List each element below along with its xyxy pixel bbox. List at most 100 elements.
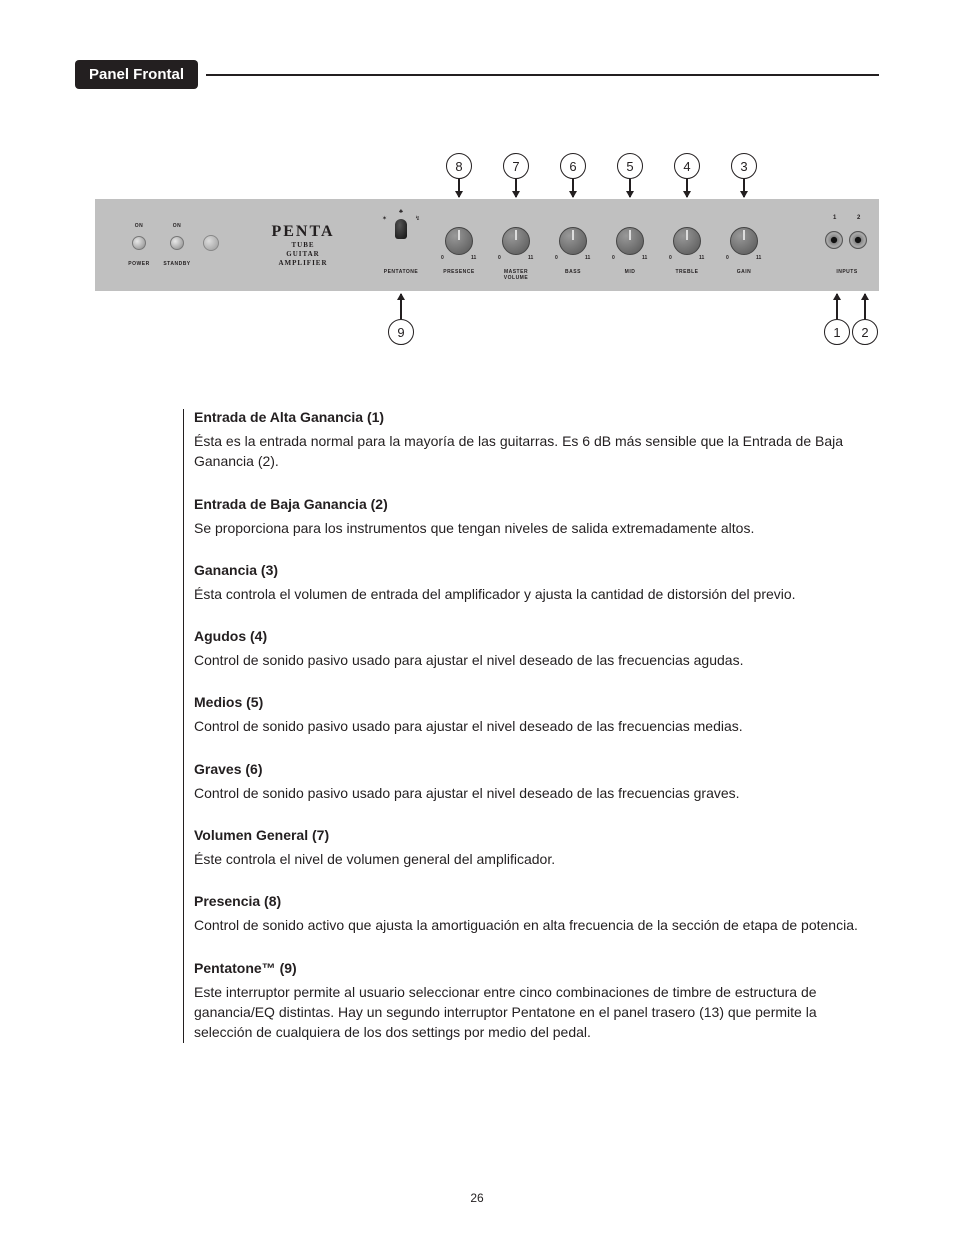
jack-number-1: 1 <box>833 215 836 221</box>
knob-bass <box>559 227 587 255</box>
brand-name: PENTA <box>243 223 363 241</box>
description-title: Presencia (8) <box>194 893 869 909</box>
description-item: Volumen General (7) Éste controla el nive… <box>194 827 869 869</box>
knob-min: 0 <box>498 255 501 261</box>
knob-label: BASS <box>543 269 603 275</box>
description-body: Éste controla el nivel de volumen genera… <box>194 849 869 869</box>
toggle-body <box>132 236 146 250</box>
indicator-lamp <box>203 235 219 251</box>
knob-min: 0 <box>726 255 729 261</box>
description-item: Entrada de Baja Ganancia (2) Se proporcio… <box>194 496 869 538</box>
arrow-6 <box>572 179 574 197</box>
callout-8: 8 <box>446 153 472 179</box>
knob-label: TREBLE <box>657 269 717 275</box>
arrow-8 <box>458 179 460 197</box>
toggle-label-standby: STANDBY <box>157 261 197 267</box>
arrow-2 <box>864 294 866 319</box>
callout-1: 1 <box>824 319 850 345</box>
description-body: Ésta controla el volumen de entrada del … <box>194 584 869 604</box>
knob-max: 11 <box>699 255 704 261</box>
description-item: Presencia (8) Control de sonido activo qu… <box>194 893 869 935</box>
section-title: Panel Frontal <box>75 60 198 89</box>
pentatone-label: PENTATONE <box>371 269 431 275</box>
selector-knob <box>395 219 407 239</box>
input-jack-2 <box>849 231 867 249</box>
description-title: Volumen General (7) <box>194 827 869 843</box>
description-item: Medios (5) Control de sonido pasivo usado… <box>194 694 869 736</box>
arrow-1 <box>836 294 838 319</box>
toggle-label-power: POWER <box>119 261 159 267</box>
knob-treble <box>673 227 701 255</box>
descriptions-list: Entrada de Alta Ganancia (1) Ésta es la e… <box>183 409 869 1043</box>
knob-max: 11 <box>471 255 476 261</box>
callout-2: 2 <box>852 319 878 345</box>
description-body: Se proporciona para los instrumentos que… <box>194 518 869 538</box>
callout-4: 4 <box>674 153 700 179</box>
knob-label: MID <box>600 269 660 275</box>
knob-min: 0 <box>612 255 615 261</box>
inputs-label: INPUTS <box>817 269 877 275</box>
description-item: Pentatone™ (9) Este interruptor permite a… <box>194 960 869 1043</box>
amp-panel: ON POWER ON STANDBY PENTA TUBE GUITAR AM… <box>95 199 879 291</box>
callout-3: 3 <box>731 153 757 179</box>
section-rule <box>206 74 879 76</box>
arrow-3 <box>743 179 745 197</box>
section-header: Panel Frontal <box>75 60 879 89</box>
arrow-7 <box>515 179 517 197</box>
description-title: Entrada de Alta Ganancia (1) <box>194 409 869 425</box>
arrow-9 <box>400 294 402 319</box>
pentatone-selector <box>393 217 409 241</box>
power-toggle: ON POWER <box>131 229 147 257</box>
input-jack-1 <box>825 231 843 249</box>
knob-max: 11 <box>585 255 590 261</box>
page-number: 26 <box>0 1191 954 1205</box>
brand-sub3: AMPLIFIER <box>243 259 363 268</box>
toggle-label-on: ON <box>119 223 159 229</box>
description-title: Entrada de Baja Ganancia (2) <box>194 496 869 512</box>
description-body: Este interruptor permite al usuario sele… <box>194 982 869 1043</box>
callout-6: 6 <box>560 153 586 179</box>
arrow-4 <box>686 179 688 197</box>
jack-number-2: 2 <box>857 215 860 221</box>
knob-min: 0 <box>669 255 672 261</box>
standby-toggle: ON STANDBY <box>169 229 185 257</box>
description-title: Pentatone™ (9) <box>194 960 869 976</box>
toggle-body <box>170 236 184 250</box>
description-body: Control de sonido pasivo usado para ajus… <box>194 783 869 803</box>
knob-max: 11 <box>642 255 647 261</box>
description-title: Graves (6) <box>194 761 869 777</box>
knob-label: PRESENCE <box>429 269 489 275</box>
brand-sub2: GUITAR <box>243 250 363 259</box>
description-body: Ésta es la entrada normal para la mayorí… <box>194 431 869 472</box>
knob-min: 0 <box>555 255 558 261</box>
knob-min: 0 <box>441 255 444 261</box>
brand-sub1: TUBE <box>243 241 363 250</box>
description-item: Ganancia (3) Ésta controla el volumen de … <box>194 562 869 604</box>
knob-max: 11 <box>756 255 761 261</box>
amp-diagram: ON POWER ON STANDBY PENTA TUBE GUITAR AM… <box>75 149 879 349</box>
description-title: Agudos (4) <box>194 628 869 644</box>
description-title: Medios (5) <box>194 694 869 710</box>
description-body: Control de sonido activo que ajusta la a… <box>194 915 869 935</box>
description-item: Entrada de Alta Ganancia (1) Ésta es la e… <box>194 409 869 472</box>
knob-label: GAIN <box>714 269 774 275</box>
brand-block: PENTA TUBE GUITAR AMPLIFIER <box>243 223 363 268</box>
description-item: Graves (6) Control de sonido pasivo usado… <box>194 761 869 803</box>
club-icon: ♣ <box>399 209 403 215</box>
callout-5: 5 <box>617 153 643 179</box>
knob-mid <box>616 227 644 255</box>
knob-gain <box>730 227 758 255</box>
star-icon: ✶ <box>382 215 387 222</box>
knob-label: MASTER VOLUME <box>486 269 546 281</box>
toggle-label-on: ON <box>157 223 197 229</box>
knob-presence <box>445 227 473 255</box>
description-item: Agudos (4)Control de sonido pasivo usado… <box>194 628 869 670</box>
description-title: Ganancia (3) <box>194 562 869 578</box>
callout-9: 9 <box>388 319 414 345</box>
knob-max: 11 <box>528 255 533 261</box>
arrow-5 <box>629 179 631 197</box>
description-body: Control de sonido pasivo usado para ajus… <box>194 716 869 736</box>
bolt-icon: ↯ <box>415 215 420 222</box>
knob-master volume <box>502 227 530 255</box>
callout-7: 7 <box>503 153 529 179</box>
